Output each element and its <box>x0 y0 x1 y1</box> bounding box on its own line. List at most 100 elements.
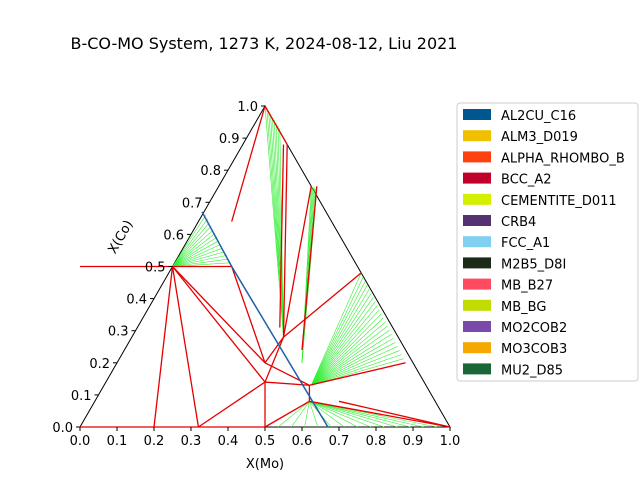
legend-label: AL2CU_C16 <box>501 109 576 124</box>
legend-swatch <box>463 172 491 184</box>
x-tick-label: 0.1 <box>107 434 128 449</box>
legend-swatch <box>463 257 491 269</box>
tie-line <box>172 236 218 267</box>
phase-boundary-red <box>301 186 318 351</box>
x-tick-label: 0.4 <box>218 434 239 449</box>
tie-line <box>309 401 411 428</box>
legend-swatch <box>463 193 491 205</box>
y-tick-label: 0.8 <box>200 164 221 179</box>
y-tick-label: 0.0 <box>52 421 73 436</box>
phase-boundary-red <box>283 272 362 338</box>
tie-line <box>311 305 378 386</box>
legend-label: CEMENTITE_D011 <box>501 194 617 209</box>
y-tick-label: 0.3 <box>108 325 129 340</box>
tie-line <box>310 289 370 386</box>
phase-boundary-red <box>198 381 266 428</box>
legend-label: MB_BG <box>501 300 546 315</box>
tie-line <box>311 333 392 386</box>
tie-line <box>172 251 225 267</box>
legend-item: MB_BG <box>463 299 546 315</box>
legend-swatch <box>463 299 491 311</box>
legend-label: MU2_D85 <box>501 363 563 378</box>
tie-line <box>291 401 310 428</box>
tie-line <box>309 401 358 428</box>
legend-label: ALPHA_RHOMBO_B <box>501 151 625 166</box>
y-tick-label: 1.0 <box>237 100 258 115</box>
phase-boundary-red <box>264 336 285 364</box>
legend-label: ALM3_D019 <box>501 130 578 145</box>
phase-boundary-red <box>171 266 266 383</box>
x-axis-ticks: 0.0 0.1 0.2 0.3 0.4 0.5 0.6 0.7 0.8 0.9 1.0 <box>70 427 460 449</box>
x-tick-label: 0.2 <box>144 434 165 449</box>
tie-line <box>311 338 394 386</box>
y-axis-ticks: 0.0 0.1 0.2 0.3 0.4 0.5 0.6 0.7 0.8 0.9 1.0 <box>52 100 265 436</box>
x-axis-label: X(Mo) <box>246 457 284 472</box>
tie-line <box>172 258 229 267</box>
legend-item: BCC_A2 <box>463 172 552 188</box>
y-tick-label: 0.7 <box>182 196 203 211</box>
x-tick-label: 0.8 <box>366 434 387 449</box>
x-tick-label: 0.6 <box>292 434 313 449</box>
legend-item: FCC_A1 <box>463 236 550 251</box>
x-tick-label: 0.5 <box>255 434 276 449</box>
tie-line <box>311 317 384 386</box>
phase-boundary-red <box>264 105 288 145</box>
legend-item: MU2_D85 <box>463 363 563 378</box>
phase-boundary-red <box>309 400 451 428</box>
tie-line <box>172 244 221 267</box>
legend-swatch <box>463 215 491 226</box>
phase-boundary-red <box>264 336 285 383</box>
tie-line <box>172 225 212 267</box>
phase-boundary-red <box>338 400 451 428</box>
x-tick-label: 0.3 <box>181 434 202 449</box>
tie-line <box>172 233 216 267</box>
phase-boundary-red <box>309 362 406 386</box>
legend: AL2CU_C16 ALM3_D019 ALPHA_RHOMBO_B BCC_A2 CE… <box>456 102 639 382</box>
legend-item: CEMENTITE_D011 <box>463 193 617 209</box>
tie-line <box>310 276 364 386</box>
legend-item: M2B5_D8I <box>463 257 566 272</box>
y-tick-label: 0.6 <box>163 228 184 243</box>
phase-boundary-red <box>231 105 266 222</box>
legend-swatch <box>463 236 491 248</box>
tie-line <box>309 401 398 428</box>
phase-boundary-red <box>279 144 285 328</box>
legend-item: AL2CU_C16 <box>463 109 576 124</box>
phase-boundary-red <box>264 400 310 428</box>
legend-swatch <box>463 363 491 375</box>
tie-line <box>309 401 424 428</box>
phase-boundary-red <box>282 186 312 338</box>
x-tick-label: 0.9 <box>403 434 424 449</box>
tie-line <box>311 313 382 386</box>
tie-line <box>311 321 386 386</box>
legend-frame <box>456 102 639 382</box>
tie-line <box>311 329 390 386</box>
y-axis-label: X(Co) <box>105 218 136 257</box>
tie-line <box>310 285 368 386</box>
legend-label: M2B5_D8I <box>501 257 566 272</box>
tie-line <box>309 401 385 428</box>
tie-line-fan <box>172 214 232 267</box>
legend-swatch <box>463 130 491 142</box>
tie-line <box>311 325 388 386</box>
legend-swatch <box>463 109 491 120</box>
y-tick-label: 0.4 <box>126 293 147 308</box>
phase-boundary-red <box>172 266 266 364</box>
tie-line <box>172 255 227 267</box>
tie-line <box>172 247 223 267</box>
legend-swatch <box>463 342 491 354</box>
phase-boundary-red <box>264 362 310 386</box>
tie-line <box>309 401 371 428</box>
legend-label: MB_B27 <box>501 279 553 294</box>
legend-label: MO3COB3 <box>501 342 567 357</box>
plot-area <box>79 104 451 428</box>
tie-line <box>311 346 398 386</box>
legend-item: ALM3_D019 <box>463 130 578 145</box>
tie-line <box>310 293 372 386</box>
phase-boundary-blue <box>201 211 233 267</box>
legend-swatch <box>463 151 491 163</box>
tie-line <box>172 240 219 267</box>
legend-label: CRB4 <box>501 215 536 230</box>
y-tick-label: 0.9 <box>219 132 240 147</box>
